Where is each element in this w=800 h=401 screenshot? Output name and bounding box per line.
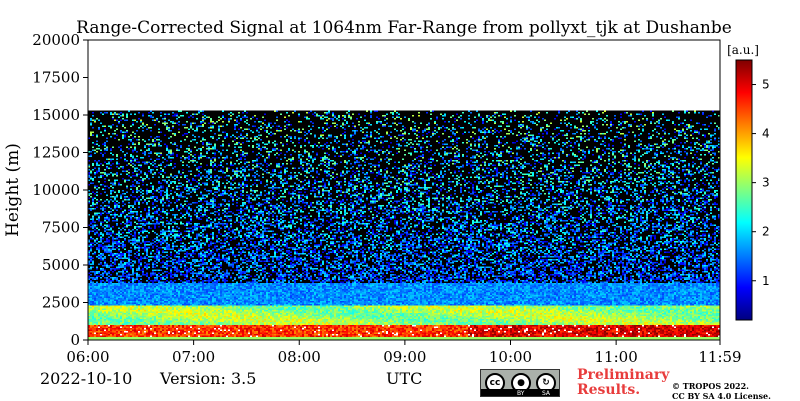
x-tick-label: 09:00 [383,348,426,366]
x-tick-label: 11:00 [595,348,638,366]
y-tick-label: 0 [70,331,80,349]
chart-title: Range-Corrected Signal at 1064nm Far-Ran… [76,18,732,38]
colorbar-tick-label: 5 [762,78,770,92]
y-axis: 0 2500 5000 7500 10000 12500 15000 17500 20000 [32,31,88,349]
y-tick-label: 17500 [32,69,80,87]
preliminary-line-2: Results. [577,382,641,398]
version-label: Version: 3.5 [160,369,257,388]
y-tick-label: 7500 [42,219,80,237]
x-tick-label: 07:00 [172,348,215,366]
y-tick-label: 20000 [32,31,80,49]
badge-sa-label: SA [542,390,551,397]
y-axis-label: Height (m) [3,143,23,237]
y-tick-label: 12500 [32,144,80,162]
y-tick-label: 15000 [32,106,80,124]
x-tick-label: 10:00 [489,348,532,366]
cc-license-badge: cc ● ↻ BY SA [480,369,560,397]
badge-strip [481,389,559,396]
preliminary-line-1: Preliminary [577,367,670,383]
badge-by-label: BY [517,390,525,397]
preliminary-notice: Preliminary Results. [577,368,669,398]
x-tick-label: 06:00 [66,348,109,366]
plot-area [87,39,721,341]
y-tick-label: 2500 [42,294,80,312]
colorbar-gradient [735,59,753,321]
y-tick-label: 5000 [42,256,80,274]
x-tick-label: 11:59 [698,348,741,366]
colorbar: [a.u.] 1 2 3 4 5 [727,43,770,321]
date-label: 2022-10-10 [40,369,133,388]
colorbar-unit: [a.u.] [727,43,759,57]
copyright-line-1: © TROPOS 2022. [672,381,749,391]
colorbar-tick-label: 1 [762,274,770,288]
x-axis: 06:00 07:00 08:00 09:00 10:00 11:00 11:59 [66,340,742,366]
colorbar-tick-label: 2 [762,225,770,239]
colorbar-tick-label: 4 [762,127,770,141]
copyright-line-2: CC BY SA 4.0 License. [672,391,771,401]
y-tick-label: 10000 [32,181,80,199]
x-tick-label: 08:00 [278,348,321,366]
x-axis-unit-label: UTC [386,369,423,388]
cc-icon: cc [485,373,505,393]
colorbar-tick-label: 3 [762,176,770,190]
copyright-notice: © TROPOS 2022. CC BY SA 4.0 License. [672,381,771,401]
colorbar-ticks: 1 2 3 4 5 [752,78,770,288]
heatmap-image [88,110,720,340]
